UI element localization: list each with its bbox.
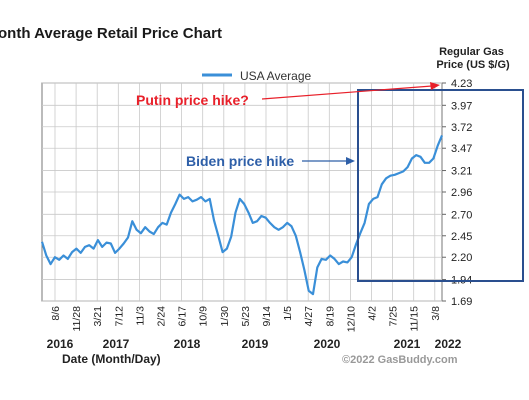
biden-highlight-box [357,89,524,282]
y-tick-label: 3.21 [451,166,472,178]
y-tick-labels: 4.233.973.723.473.212.962.702.452.201.94… [451,78,472,308]
x-tick-label: 7/25 [388,306,400,327]
chart-title: onth Average Retail Price Chart [0,25,222,42]
y-tick-label: 3.97 [451,100,472,112]
x-tick-label: 8/6 [50,306,62,321]
y-tick-label: 4.23 [451,78,472,90]
putin-arrow-line [261,85,433,100]
year-label: 2022 [435,337,462,351]
x-tick-label: 1/30 [219,306,231,327]
y-tick-label: 3.72 [451,122,472,134]
x-tick-label: 6/17 [177,306,189,327]
x-axis-title: Date (Month/Day) [62,352,161,366]
biden-annotation: Biden price hike [186,153,294,169]
x-tick-label: 11/28 [71,306,83,332]
x-tick-label: 4/27 [303,306,315,327]
legend-label: USA Average [240,69,311,83]
copyright-text: ©2022 GasBuddy.com [342,354,458,366]
year-label: 2021 [394,337,421,351]
year-label: 2018 [174,337,201,351]
x-tick-label: 3/21 [92,306,104,327]
x-tick-label: 11/3 [134,306,146,326]
y-tick-label: 3.47 [451,143,472,155]
y-tick-label: 2.20 [451,252,472,264]
year-label: 2016 [47,337,74,351]
x-tick-label: 4/2 [367,306,379,321]
y-tick-label: 2.70 [451,209,472,221]
putin-annotation: Putin price hike? [136,92,249,108]
y-tick-label: 1.69 [451,296,472,308]
putin-arrow-head [430,82,440,90]
year-label: 2017 [103,337,130,351]
y-tick-label: 2.45 [451,231,472,243]
x-tick-label: 1/5 [282,306,294,321]
x-tick-label: 8/19 [324,306,336,327]
year-label: 2020 [314,337,341,351]
x-tick-label: 11/15 [409,306,421,332]
x-tick-label: 9/14 [261,306,273,327]
biden-arrow-head [346,157,355,165]
x-tick-label: 5/23 [240,306,252,327]
year-label: 2019 [242,337,269,351]
y-axis-title-line-2: Price (US $/G) [436,59,510,71]
y-axis-title-line-1: Regular Gas [439,46,504,58]
series-line-usa-average [40,134,444,296]
y-tick-label: 2.96 [451,187,472,199]
x-tick-label: 7/12 [113,306,125,327]
x-tick-label: 3/8 [430,306,442,321]
year-labels: 2016 2017 2018 2019 2020 2021 2022 [47,337,462,351]
x-tick-label: 10/9 [198,306,210,327]
x-tick-labels: 8/6 11/28 3/21 7/12 11/3 2/24 6/17 10/9 1/30 5/23… [50,306,442,332]
y-axis-title: Regular Gas Price (US $/G) [436,46,510,71]
x-tick-label: 2/24 [156,306,168,327]
grid-lines [42,82,446,302]
x-tick-label: 12/10 [345,306,357,332]
